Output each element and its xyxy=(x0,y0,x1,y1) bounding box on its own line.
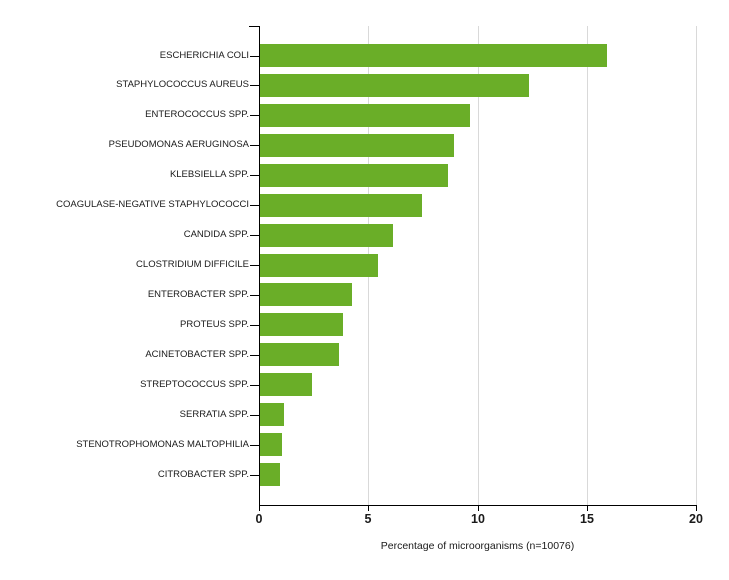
bar xyxy=(260,254,378,277)
category-label: ENTEROBACTER SPP. xyxy=(147,289,249,300)
category-tick xyxy=(250,385,259,386)
category-tick xyxy=(250,445,259,446)
category-tick xyxy=(250,235,259,236)
x-tick-label: 15 xyxy=(580,512,594,526)
category-tick xyxy=(250,475,259,476)
category-label: ESCHERICHIA COLI xyxy=(159,50,249,61)
category-label: ENTEROCOCCUS SPP. xyxy=(145,109,249,120)
category-label: STAPHYLOCOCCUS AUREUS xyxy=(116,79,249,90)
bar xyxy=(260,433,282,456)
bar xyxy=(260,403,284,426)
category-label: COAGULASE-NEGATIVE STAPHYLOCOCCI xyxy=(56,199,249,210)
bar xyxy=(260,164,448,187)
x-tick-label: 20 xyxy=(689,512,703,526)
category-label: STENOTROPHOMONAS MALTOPHILIA xyxy=(76,439,249,450)
category-label: KLEBSIELLA SPP. xyxy=(169,169,249,180)
category-tick xyxy=(250,325,259,326)
category-tick xyxy=(250,85,259,86)
x-axis-line xyxy=(259,505,697,506)
category-tick xyxy=(250,295,259,296)
x-axis-tick xyxy=(259,506,260,511)
bar xyxy=(260,463,280,486)
gridline xyxy=(478,26,479,505)
category-label: CLOSTRIDIUM DIFFICILE xyxy=(136,259,249,270)
gridline xyxy=(587,26,588,505)
category-label: ACINETOBACTER SPP. xyxy=(145,349,249,360)
x-tick-label: 5 xyxy=(364,512,372,526)
category-tick xyxy=(250,265,259,266)
x-tick-label: 10 xyxy=(471,512,485,526)
x-axis-tick xyxy=(478,506,479,511)
x-tick-label: 0 xyxy=(255,512,263,526)
y-axis-line xyxy=(259,26,260,505)
bar xyxy=(260,283,352,306)
bar xyxy=(260,313,343,336)
bar xyxy=(260,74,529,97)
x-axis-tick xyxy=(368,506,369,511)
category-label: STREPTOCOCCUS SPP. xyxy=(140,379,249,390)
category-tick xyxy=(250,145,259,146)
category-tick xyxy=(250,355,259,356)
bar xyxy=(260,44,607,67)
bar xyxy=(260,343,339,366)
category-tick xyxy=(250,205,259,206)
x-axis-tick xyxy=(587,506,588,511)
category-tick xyxy=(250,175,259,176)
category-tick xyxy=(250,115,259,116)
bar xyxy=(260,224,393,247)
y-axis-top-tick xyxy=(249,26,259,27)
category-label: SERRATIA SPP. xyxy=(179,409,249,420)
bar xyxy=(260,104,470,127)
category-tick xyxy=(250,415,259,416)
category-label: PSEUDOMONAS AERUGINOSA xyxy=(108,139,249,150)
category-label: CANDIDA SPP. xyxy=(183,229,249,240)
bar xyxy=(260,373,312,396)
x-axis-title: Percentage of microorganisms (n=10076) xyxy=(380,540,575,552)
category-label: PROTEUS SPP. xyxy=(180,319,249,330)
category-label: CITROBACTER SPP. xyxy=(157,469,249,480)
x-axis-tick xyxy=(696,506,697,511)
bar xyxy=(260,194,422,217)
bar xyxy=(260,134,454,157)
gridline xyxy=(696,26,697,505)
category-tick xyxy=(250,56,259,57)
